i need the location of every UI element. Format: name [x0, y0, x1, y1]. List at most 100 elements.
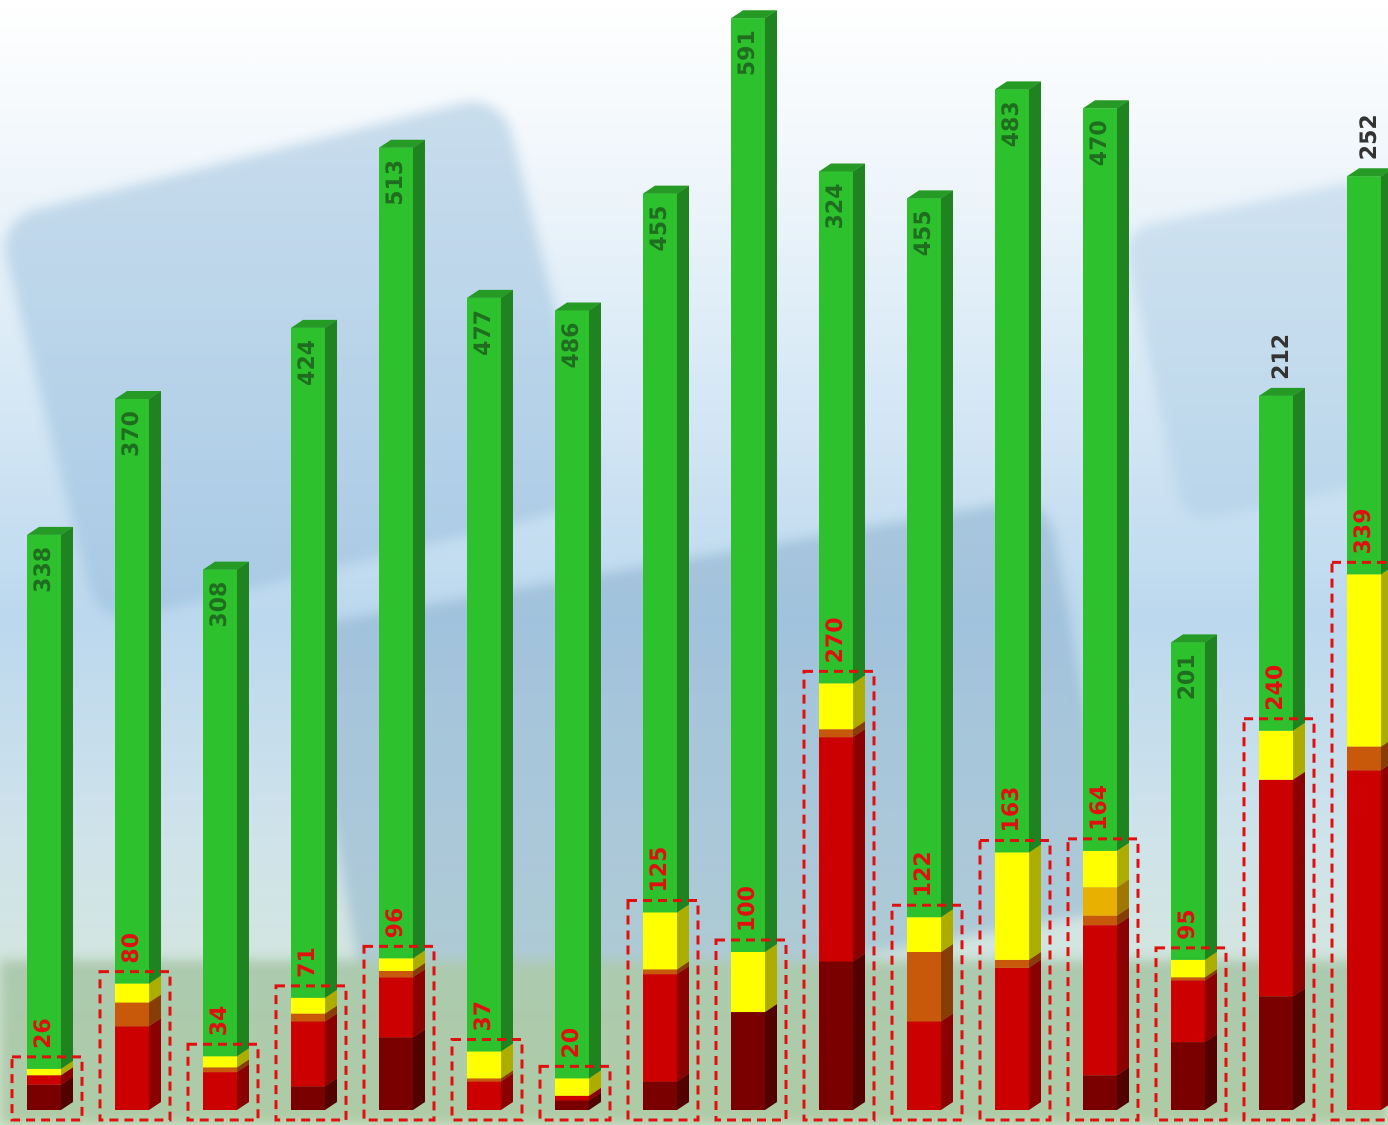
value-label: 424: [295, 340, 320, 386]
value-label: 212: [1269, 334, 1294, 380]
bar-side: [61, 1067, 73, 1085]
bar-side: [1029, 951, 1041, 968]
lower-box: [890, 903, 964, 1122]
bar-side: [149, 994, 161, 1027]
bar-side: [325, 1078, 337, 1110]
bar-side: [1381, 741, 1388, 771]
bar-side: [1293, 771, 1305, 997]
box-label: 34: [207, 1006, 232, 1037]
bar-segment: [907, 198, 941, 918]
lower-box: [978, 838, 1052, 1122]
bar-segment: [1171, 642, 1205, 960]
bar-side: [853, 675, 865, 730]
lower-box: [186, 1042, 260, 1122]
bar-segment: [1347, 770, 1381, 1110]
bar-top: [995, 81, 1041, 90]
bar-side: [237, 1064, 249, 1110]
bar-segment: [291, 997, 325, 1014]
bar-segment: [1259, 996, 1293, 1110]
value-label: 486: [559, 323, 584, 369]
value-label: 513: [383, 160, 408, 206]
bar-segment: [1083, 887, 1117, 916]
value-label: 455: [647, 206, 672, 252]
value-label: 252: [1357, 114, 1382, 160]
box-label: 20: [559, 1028, 584, 1059]
bar-segment: [555, 1100, 589, 1110]
bar-side: [677, 961, 689, 975]
bar-segment: [819, 737, 853, 962]
bar-segment: [731, 952, 765, 1013]
bar-side: [501, 1070, 513, 1082]
bar-side: [677, 185, 689, 913]
bar-top: [27, 526, 73, 535]
bar-side: [1381, 171, 1388, 575]
bar-segment: [1171, 959, 1205, 978]
bar-side: [1029, 959, 1041, 1110]
bar-segment: [907, 1021, 941, 1110]
value-label: 591: [735, 30, 760, 76]
bar-segment: [555, 1095, 589, 1101]
bar-segment: [995, 959, 1029, 968]
bar-segment: [907, 917, 941, 952]
value-label: 338: [31, 547, 56, 593]
bar-segment: [995, 89, 1029, 853]
bar-segment: [291, 327, 325, 998]
bar-side: [765, 10, 777, 953]
lower-box: [274, 984, 348, 1122]
bar-side: [1205, 972, 1217, 1043]
bar-top: [291, 319, 337, 328]
bar-side: [941, 1013, 953, 1110]
bar-side: [237, 1059, 249, 1073]
bar-segment: [203, 1056, 237, 1068]
bar-segment: [379, 977, 413, 1038]
bar-side: [589, 1092, 601, 1110]
bar-side: [941, 944, 953, 1022]
box-label: 100: [735, 886, 760, 932]
bar-side: [1205, 634, 1217, 960]
bar-side: [765, 1004, 777, 1110]
bar-side: [237, 561, 249, 1057]
bar-side: [853, 163, 865, 684]
box-label: 80: [119, 933, 144, 964]
bar-side: [765, 944, 777, 1013]
lower-box: [1242, 717, 1316, 1122]
box-label: 240: [1263, 665, 1288, 711]
bar-segment: [1083, 915, 1117, 926]
bar-segment: [907, 952, 941, 1022]
bar-top: [379, 139, 425, 148]
bar-side: [413, 139, 425, 959]
bar-segment: [1259, 395, 1293, 731]
lower-box: [802, 669, 876, 1122]
box-label: 122: [911, 851, 936, 897]
bar-segment: [27, 1084, 61, 1110]
bar-side: [413, 950, 425, 971]
bar-side: [1205, 1034, 1217, 1110]
bar-side: [1381, 569, 1388, 747]
bar-segment: [115, 399, 149, 984]
bar-segment: [203, 1072, 237, 1110]
bar-side: [325, 989, 337, 1014]
bar-segment: [1083, 850, 1117, 888]
bar-segment: [1171, 1042, 1205, 1110]
bar-side: [501, 289, 513, 1052]
bar-side: [1117, 842, 1129, 888]
bar-side: [589, 1087, 601, 1101]
bar-segment: [203, 569, 237, 1057]
box-label: 96: [383, 908, 408, 939]
bar-segment: [467, 297, 501, 1052]
lower-box: [450, 1038, 524, 1122]
lower-box: [538, 1064, 612, 1122]
bar-side: [501, 1073, 513, 1110]
bar-side: [501, 1043, 513, 1079]
bar-segment: [1083, 925, 1117, 1076]
lower-box: [1066, 837, 1140, 1122]
bar-segment: [1347, 176, 1381, 575]
bar-segment: [115, 1002, 149, 1027]
bar-segment: [819, 683, 853, 730]
bar-top: [907, 190, 953, 199]
bar-side: [1117, 907, 1129, 926]
bar-side: [853, 953, 865, 1110]
bar-side: [677, 904, 689, 970]
lower-box: [1330, 560, 1388, 1122]
